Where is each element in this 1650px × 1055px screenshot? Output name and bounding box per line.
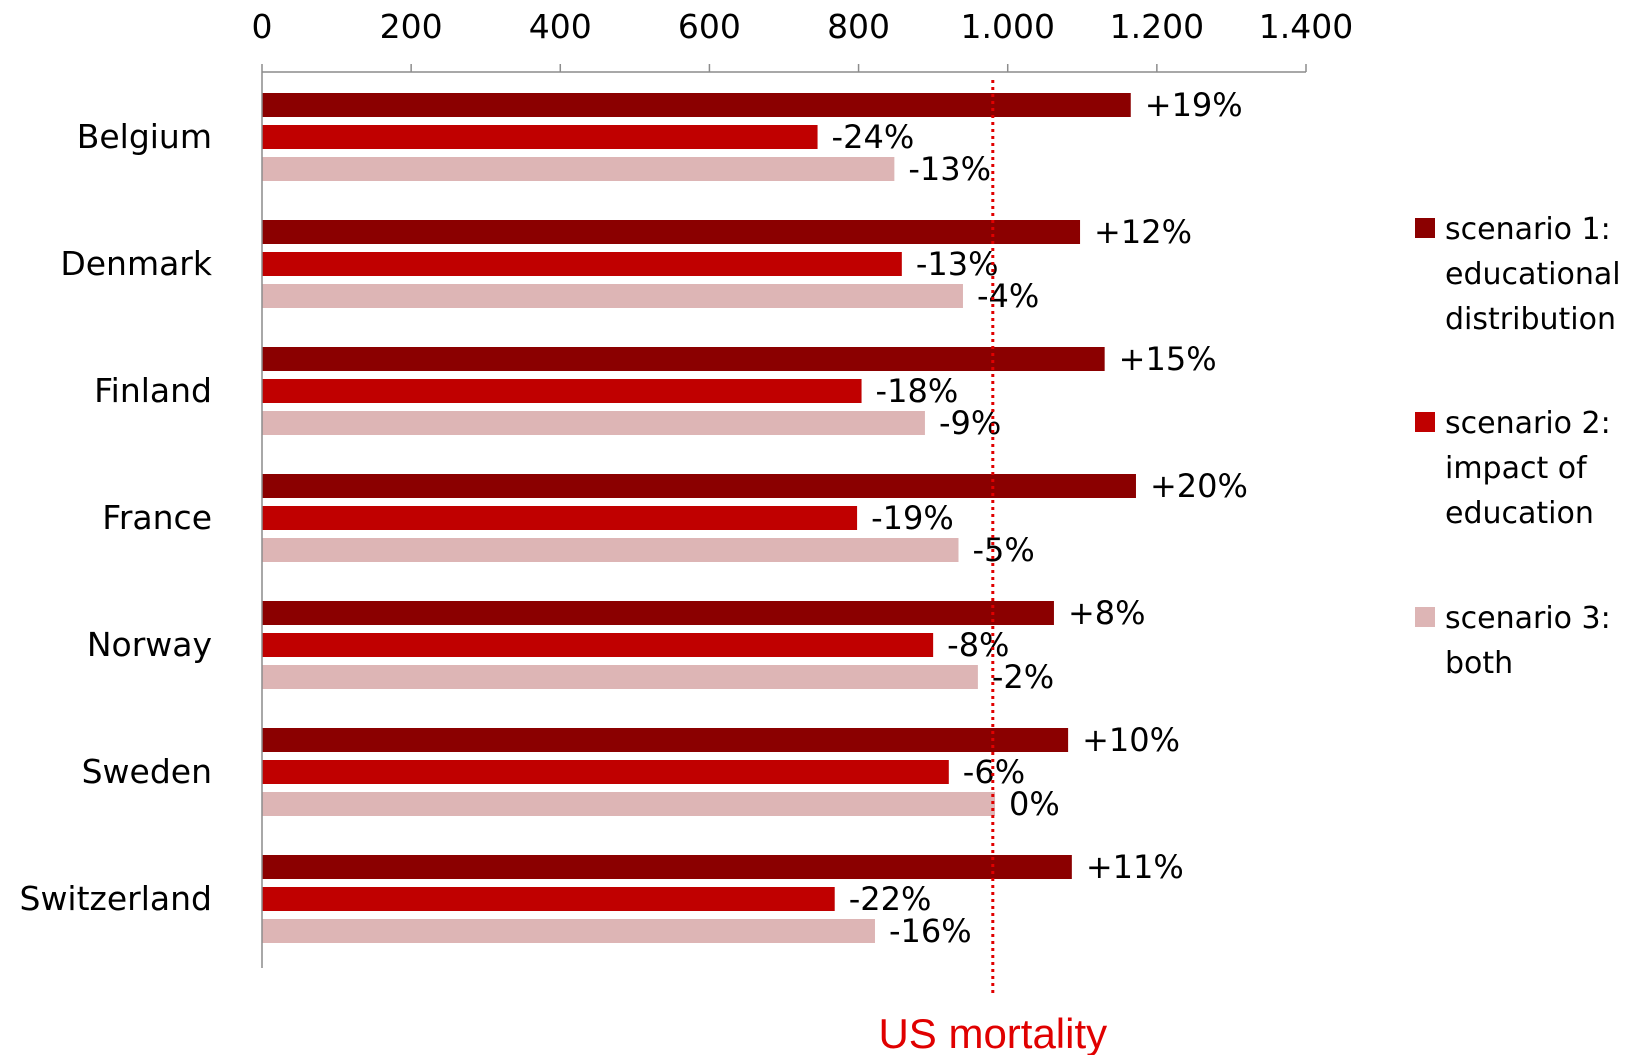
x-tick-label: 1.200 xyxy=(1110,7,1204,46)
bar-finland-series-2 xyxy=(262,379,862,403)
data-label: -2% xyxy=(992,658,1054,696)
data-label: -5% xyxy=(972,531,1034,569)
x-tick-label: 600 xyxy=(678,7,741,46)
data-labels-layer: +19%-24%-13%+12%-13%-4%+15%-18%-9%+20%-1… xyxy=(832,86,1248,950)
bar-sweden-series-2 xyxy=(262,760,949,784)
bar-switzerland-series-3 xyxy=(262,919,875,943)
bar-norway-series-3 xyxy=(262,665,978,689)
legend-swatch-series-1 xyxy=(1415,218,1435,238)
x-tick-label: 0 xyxy=(252,7,273,46)
bar-sweden-series-1 xyxy=(262,728,1069,752)
bar-denmark-series-2 xyxy=(262,252,902,276)
data-label: +8% xyxy=(1068,594,1146,632)
bar-belgium-series-3 xyxy=(262,157,895,181)
legend-entry-series-2: scenario 2: impact of education xyxy=(1445,406,1611,531)
category-label-sweden: Sweden xyxy=(82,752,212,791)
bar-denmark-series-1 xyxy=(262,220,1081,244)
legend-entry-series-3: scenario 3: both xyxy=(1445,601,1611,681)
x-tick-label: 1.000 xyxy=(960,7,1054,46)
data-label: -4% xyxy=(977,277,1039,315)
bar-france-series-1 xyxy=(262,474,1136,498)
data-label: -18% xyxy=(876,372,959,410)
x-tick-label: 200 xyxy=(380,7,443,46)
data-label: -13% xyxy=(916,245,999,283)
category-label-finland: Finland xyxy=(94,371,212,410)
bar-denmark-series-3 xyxy=(262,284,963,308)
bars-layer xyxy=(262,93,1136,943)
data-label: -24% xyxy=(832,118,915,156)
data-label: 0% xyxy=(1009,785,1060,823)
bar-finland-series-3 xyxy=(262,411,925,435)
bar-finland-series-1 xyxy=(262,347,1105,371)
bar-norway-series-2 xyxy=(262,633,934,657)
legend-entry-series-1: scenario 1: educational distribution xyxy=(1445,212,1621,337)
legend-swatch-series-3 xyxy=(1415,607,1435,627)
category-label-norway: Norway xyxy=(87,625,212,664)
data-label: -22% xyxy=(849,880,932,918)
bar-sweden-series-3 xyxy=(262,792,996,816)
bar-france-series-2 xyxy=(262,506,858,530)
data-label: -8% xyxy=(947,626,1009,664)
x-tick-label: 400 xyxy=(529,7,592,46)
data-label: -16% xyxy=(889,912,972,950)
bar-norway-series-1 xyxy=(262,601,1054,625)
legend: scenario 1: educational distribution scenar… xyxy=(1415,212,1621,681)
legend-swatch-series-2 xyxy=(1415,412,1435,432)
x-axis: 0 200 400 600 800 1.000 1.200 1.400 xyxy=(252,7,1353,968)
data-label: +10% xyxy=(1082,721,1180,759)
bar-belgium-series-1 xyxy=(262,93,1131,117)
data-label: -9% xyxy=(939,404,1001,442)
data-label: -13% xyxy=(908,150,991,188)
data-label: +19% xyxy=(1145,86,1243,124)
data-label: +12% xyxy=(1094,213,1192,251)
bar-belgium-series-2 xyxy=(262,125,818,149)
category-label-switzerland: Switzerland xyxy=(20,879,213,918)
bar-switzerland-series-2 xyxy=(262,887,835,911)
category-axis: Belgium Denmark Finland France Norway Sweden S… xyxy=(20,117,213,918)
x-tick-label: 1.400 xyxy=(1259,7,1353,46)
category-label-denmark: Denmark xyxy=(60,244,213,283)
bar-switzerland-series-1 xyxy=(262,855,1072,879)
bar-france-series-3 xyxy=(262,538,959,562)
x-tick-label: 800 xyxy=(827,7,890,46)
data-label: -19% xyxy=(871,499,954,537)
category-label-france: France xyxy=(102,498,212,537)
data-label: +11% xyxy=(1086,848,1184,886)
data-label: +20% xyxy=(1150,467,1248,505)
data-label: +15% xyxy=(1119,340,1217,378)
reference-line-label: US mortality xyxy=(878,1010,1107,1055)
reference-line-group: US mortality xyxy=(878,80,1107,1055)
category-label-belgium: Belgium xyxy=(77,117,212,156)
